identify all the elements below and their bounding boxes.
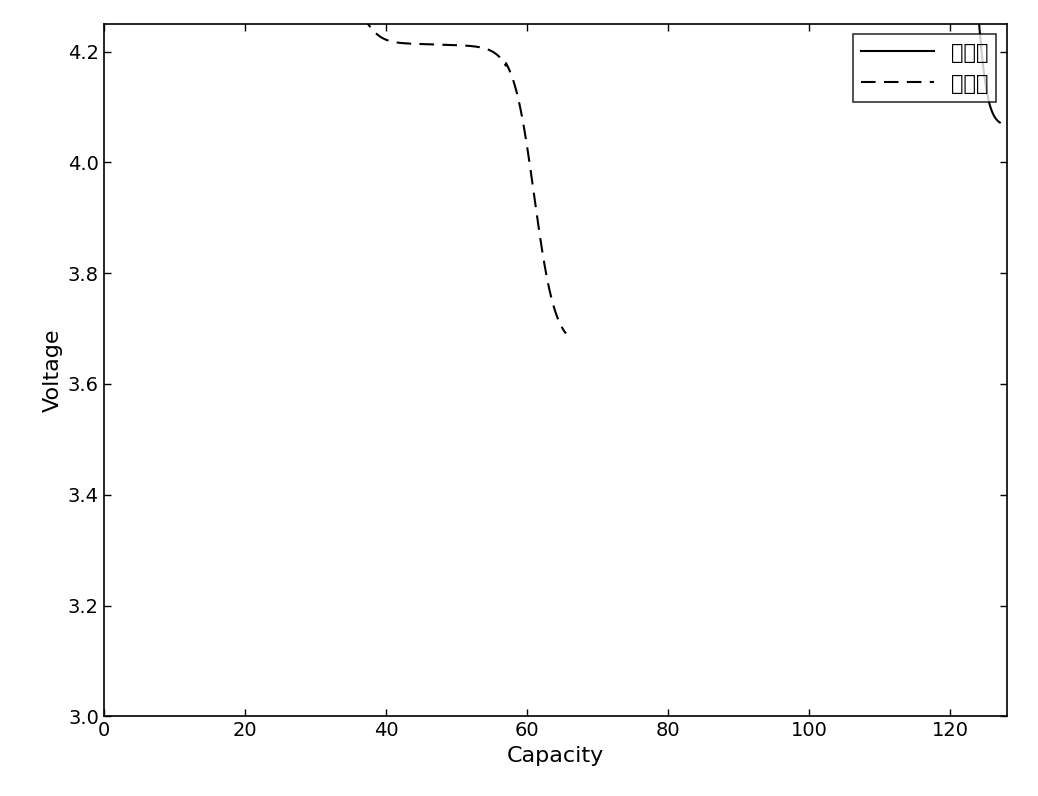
Line: 据置前: 据置前 bbox=[104, 0, 1000, 123]
据置后 bbox=[295, 0, 307, 9]
Legend: 据置前, 据置后: 据置前, 据置后 bbox=[852, 34, 996, 103]
X-axis label: Capacity: Capacity bbox=[507, 746, 604, 766]
Y-axis label: Voltage: Voltage bbox=[43, 329, 62, 412]
据置后 bbox=[275, 0, 288, 8]
据置后 bbox=[500, 60, 513, 70]
据置后 bbox=[559, 329, 572, 338]
据置后 bbox=[177, 0, 190, 2]
据置前 bbox=[993, 118, 1006, 127]
Line: 据置后: 据置后 bbox=[104, 0, 566, 334]
据置后 bbox=[550, 311, 563, 321]
